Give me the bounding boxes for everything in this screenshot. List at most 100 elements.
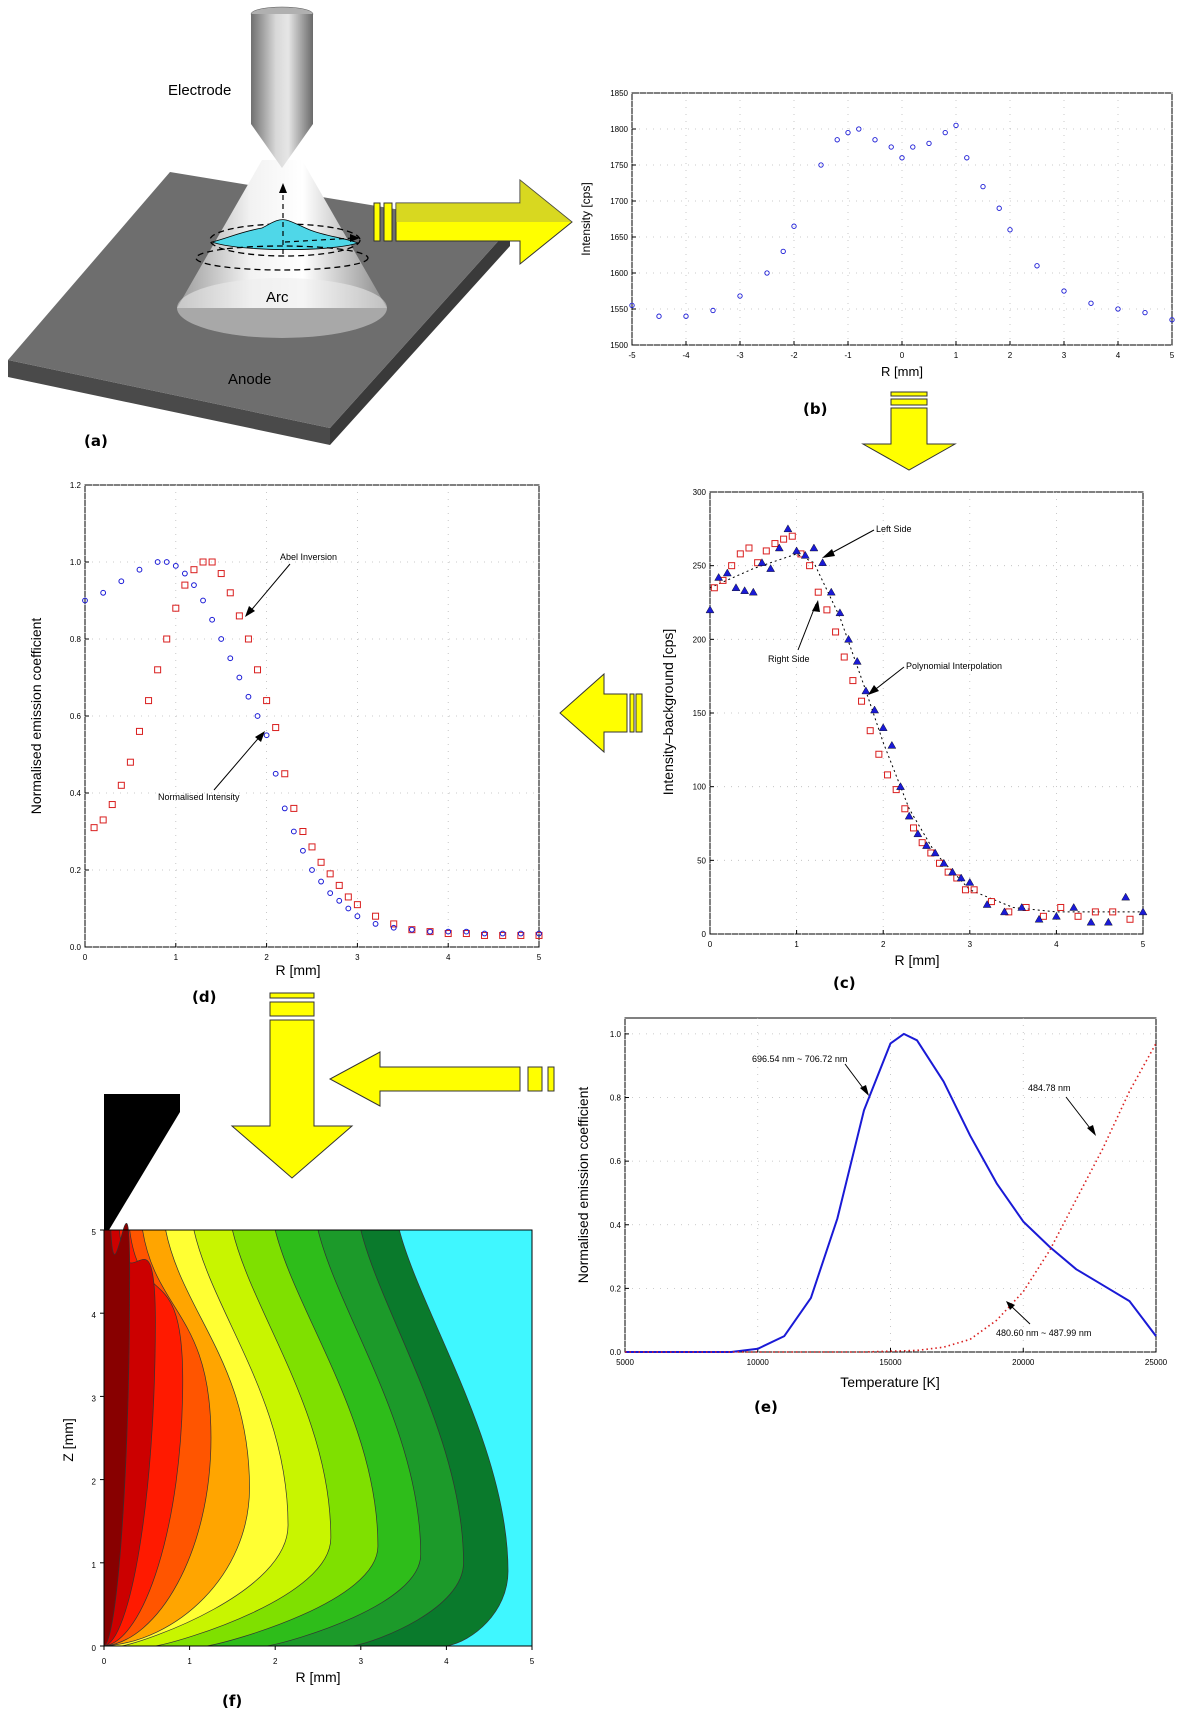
data-point-abel-inversion (299, 828, 307, 835)
data-point-left-side (1086, 917, 1096, 926)
y-tick-label: 1550 (610, 305, 628, 314)
electrode-label: Electrode (168, 82, 231, 99)
data-point-normalised-intensity (209, 616, 216, 623)
data-point-left-side (965, 878, 975, 886)
data-point-left-side (852, 657, 862, 665)
data-point-left-side (1052, 911, 1061, 920)
data-point-left-side (714, 573, 724, 581)
annotation-480: 480.60 nm ~ 487.99 nm (996, 1328, 1091, 1338)
data-point-right-side (987, 898, 995, 906)
annotation-normalised: Normalised Intensity (158, 792, 240, 802)
data-point-normalised-intensity (536, 930, 542, 937)
y-tick-label: 1750 (610, 161, 628, 170)
data-point-abel-inversion (217, 570, 225, 578)
x-tick-label: -5 (628, 351, 636, 360)
data-point-normalised-intensity (408, 926, 415, 933)
data-point-left-side (722, 568, 732, 577)
caption-f: (f) (222, 1692, 242, 1710)
arrow-e-to-f (328, 1051, 555, 1107)
data-point (899, 155, 905, 161)
data-point-left-side (844, 634, 853, 643)
data-point-abel-inversion (281, 770, 289, 778)
data-point (629, 302, 635, 309)
x-tick-label: 3 (355, 953, 360, 962)
x-tick-label: 2 (1008, 351, 1013, 360)
y-tick-label: 3 (92, 1394, 97, 1403)
data-point-left-side (887, 741, 897, 749)
electrode-body (251, 14, 313, 124)
data-point-normalised-intensity (300, 847, 306, 854)
data-point-right-side (1091, 908, 1099, 916)
data-point-abel-inversion (426, 928, 434, 936)
y-axis-label: Intensity [cps] (579, 182, 593, 255)
data-point-left-side (740, 586, 749, 594)
data-point-abel-inversion (444, 930, 452, 938)
x-tick-label: 5 (537, 953, 542, 962)
arrow-696-head-icon (860, 1085, 869, 1096)
x-tick-label: 1 (174, 953, 179, 962)
x-axis-label: R [mm] (275, 962, 320, 978)
data-point-right-side (736, 550, 744, 558)
arrow-d-to-f (230, 992, 354, 1179)
data-point-normalised-intensity (236, 674, 243, 681)
arc-label: Arc (266, 289, 289, 306)
annotation-right-arrow (797, 603, 817, 651)
data-point-right-side (1126, 915, 1134, 923)
y-tick-label: 1700 (610, 197, 628, 206)
y-tick-label: 0.6 (70, 712, 82, 721)
data-point-abel-inversion (326, 870, 334, 878)
x-axis-label: R [mm] (881, 364, 923, 379)
data-point (834, 137, 840, 143)
y-tick-label: 5 (92, 1228, 97, 1237)
y-axis-label: Z [mm] (60, 1418, 76, 1462)
y-tick-label: 0 (702, 930, 707, 939)
data-point-abel-inversion (308, 843, 316, 851)
x-tick-label: 3 (359, 1657, 364, 1666)
plot-frame (624, 1017, 1157, 1353)
data-point-left-side (705, 605, 715, 614)
data-point-right-side (858, 697, 866, 705)
x-tick-label: 0 (900, 351, 905, 360)
data-point-abel-inversion (145, 697, 153, 705)
panel-d-abel-chart: 0 1 2 3 4 5 0.0 0.2 0.4 0.6 0.8 1.0 1.2 Abel Inversi… (28, 481, 543, 1006)
data-point-right-side (814, 588, 822, 596)
x-tick-label: 2 (264, 953, 269, 962)
data-point-normalised-intensity (372, 921, 379, 927)
data-point (791, 223, 797, 229)
panel-e-emission-chart: 5000 10000 15000 20000 25000 0.0 0.2 0.4 0.6 0.8 1… (575, 1017, 1168, 1416)
data-point-abel-inversion (372, 912, 380, 920)
y-tick-label: 0.0 (70, 943, 82, 952)
y-axis-label: Normalised emission coefficient (28, 618, 44, 815)
y-axis-label: Intensity–background [cps] (660, 629, 676, 796)
left-arrow-head-icon (822, 549, 835, 558)
data-point-right-side (849, 677, 857, 685)
data-point-abel-inversion (244, 635, 252, 643)
data-point-normalised-intensity (445, 928, 452, 935)
radius-arrow-icon (350, 234, 360, 242)
data-point-normalised-intensity (345, 905, 352, 912)
abel-arrow-head-icon (245, 606, 255, 617)
y-tick-label: 1600 (610, 269, 628, 278)
panel-b-intensity-chart: -5 -4 -3 -2 -1 0 1 2 3 4 5 1500 1550 1600 1650 1700 1750… (579, 89, 1175, 418)
y-tick-label: 50 (697, 856, 706, 865)
data-point-left-side (1034, 914, 1044, 923)
data-point-right-side (970, 886, 978, 894)
y-tick-label: 0 (92, 1644, 97, 1653)
x-tick-label: 3 (968, 940, 973, 949)
data-point-left-side (748, 587, 758, 596)
contour-level-11 (103, 1222, 131, 1647)
x-axis-label: R [mm] (894, 952, 939, 968)
data-point-normalised-intensity (136, 566, 143, 573)
annotation-480-arrow (1009, 1304, 1031, 1325)
y-tick-label: 0.8 (70, 635, 82, 644)
data-point-abel-inversion (263, 697, 271, 705)
data-point-abel-inversion (99, 816, 107, 824)
data-point-abel-inversion (290, 804, 298, 812)
x-tick-label: 2 (273, 1657, 278, 1666)
annotation-484: 484.78 nm (1028, 1083, 1071, 1093)
plasma-profile (210, 219, 360, 251)
data-point-normalised-intensity (272, 770, 279, 777)
data-point-abel-inversion (462, 930, 470, 938)
data-point-normalised-intensity (517, 930, 524, 937)
